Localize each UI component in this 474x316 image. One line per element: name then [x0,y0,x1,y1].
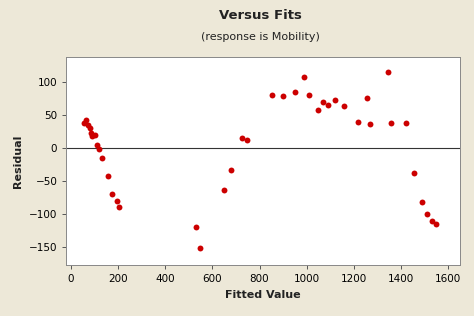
Point [418,199,426,204]
Point [324,102,332,107]
Point [432,221,439,226]
Point [104,174,111,179]
Point [220,187,228,192]
Point [388,120,395,125]
Point [238,136,246,141]
Point [315,107,322,112]
Point [91,132,99,137]
Point [291,89,299,94]
Point [279,94,287,99]
Point [84,122,92,127]
Point [96,147,103,152]
Point [80,120,88,125]
Text: (response is Mobility): (response is Mobility) [201,32,320,42]
Point [301,75,308,80]
Point [319,99,327,104]
Point [355,119,362,124]
Point [402,120,410,125]
Text: Versus Fits: Versus Fits [219,9,302,22]
Point [331,98,339,103]
Point [86,126,94,131]
Point [366,121,374,126]
Point [363,96,371,101]
Y-axis label: Residual: Residual [13,135,23,188]
Point [269,93,276,98]
Point [228,168,235,173]
Point [428,218,435,223]
Point [410,171,418,176]
Point [98,155,106,161]
Point [243,137,250,143]
Point [113,198,121,203]
X-axis label: Fitted Value: Fitted Value [225,290,301,300]
Point [116,205,123,210]
Point [87,131,95,136]
Point [89,134,96,139]
Point [196,246,204,251]
Point [82,118,90,123]
Point [93,142,101,147]
Point [109,191,116,197]
Point [423,211,430,216]
Point [192,225,200,230]
Point [340,104,348,109]
Point [384,70,392,75]
Point [305,93,313,98]
